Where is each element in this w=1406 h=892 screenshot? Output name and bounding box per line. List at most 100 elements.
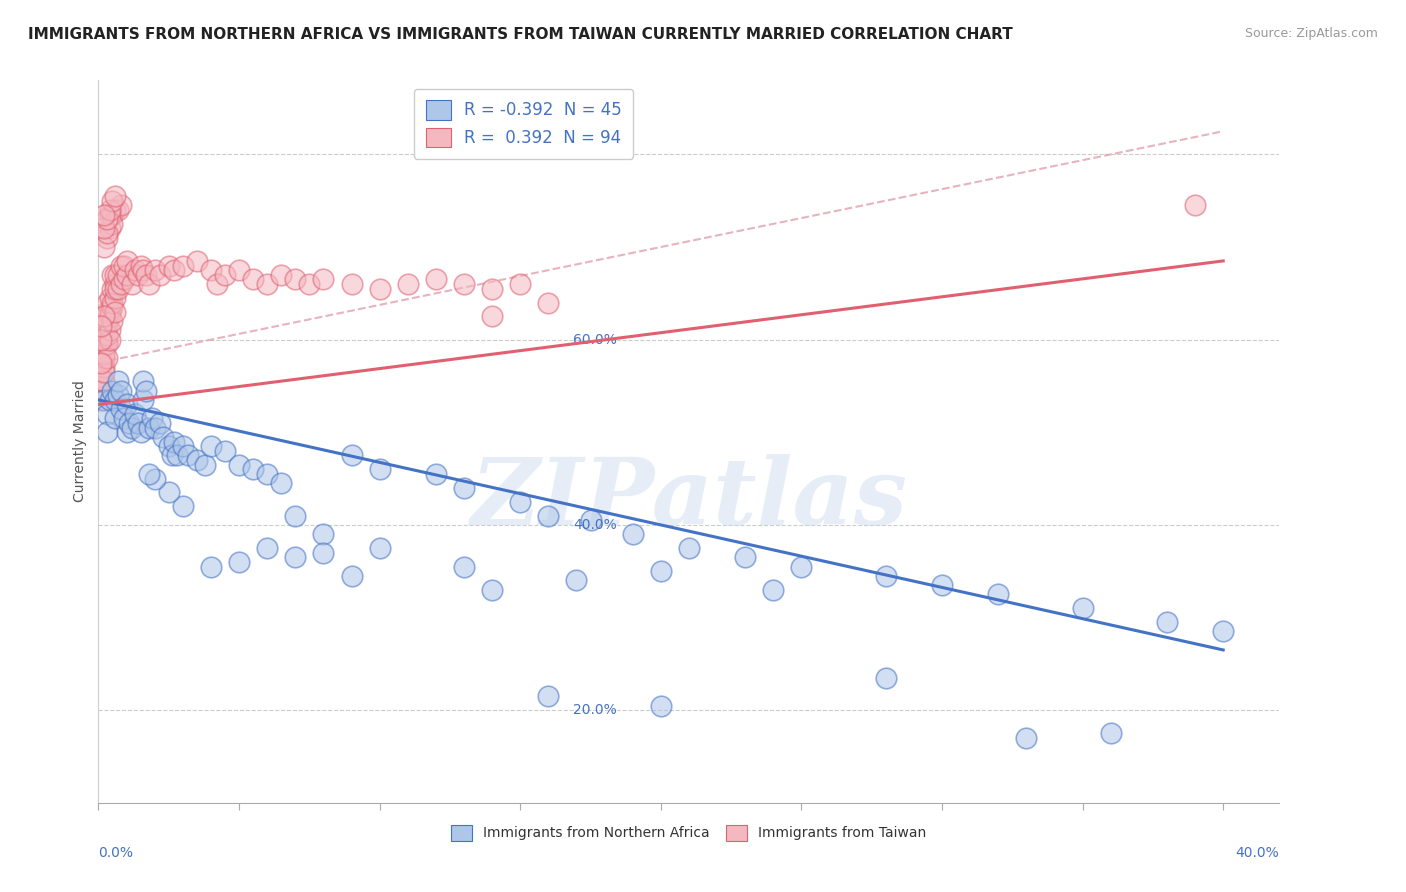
Point	[98, 208, 121, 222]
Point	[93, 351, 115, 366]
Text: 40.0%: 40.0%	[574, 518, 617, 532]
Point	[115, 253, 138, 268]
Point	[453, 481, 475, 495]
Point	[172, 439, 194, 453]
Point	[135, 384, 157, 398]
Point	[931, 578, 953, 592]
Point	[110, 402, 132, 417]
Point	[93, 333, 115, 347]
Point	[93, 360, 115, 375]
Point	[312, 272, 335, 286]
Point	[112, 272, 135, 286]
Point	[1015, 731, 1038, 745]
Point	[200, 263, 222, 277]
Point	[650, 698, 672, 713]
Point	[93, 346, 115, 360]
Point	[93, 221, 115, 235]
Point	[96, 318, 118, 333]
Text: Source: ZipAtlas.com: Source: ZipAtlas.com	[1244, 27, 1378, 40]
Point	[129, 425, 152, 440]
Point	[127, 416, 149, 430]
Point	[138, 467, 160, 481]
Point	[340, 569, 363, 583]
Point	[537, 690, 560, 704]
Point	[101, 194, 124, 208]
Point	[1099, 726, 1122, 740]
Point	[98, 310, 121, 324]
Point	[96, 407, 118, 421]
Point	[141, 411, 163, 425]
Point	[104, 189, 127, 203]
Point	[875, 671, 897, 685]
Point	[1184, 198, 1206, 212]
Point	[93, 365, 115, 379]
Point	[132, 375, 155, 389]
Point	[242, 462, 264, 476]
Point	[98, 202, 121, 217]
Point	[115, 397, 138, 411]
Point	[90, 369, 112, 384]
Point	[312, 546, 335, 560]
Point	[256, 541, 278, 555]
Point	[110, 259, 132, 273]
Point	[90, 384, 112, 398]
Point	[678, 541, 700, 555]
Point	[101, 268, 124, 282]
Point	[368, 541, 391, 555]
Point	[214, 268, 236, 282]
Point	[453, 277, 475, 291]
Point	[200, 439, 222, 453]
Point	[124, 407, 146, 421]
Point	[98, 305, 121, 319]
Point	[132, 392, 155, 407]
Point	[96, 314, 118, 328]
Point	[621, 527, 644, 541]
Point	[98, 323, 121, 337]
Point	[1071, 601, 1094, 615]
Text: 20.0%: 20.0%	[574, 703, 617, 717]
Point	[118, 416, 141, 430]
Point	[90, 356, 112, 370]
Point	[157, 439, 180, 453]
Point	[96, 226, 118, 240]
Point	[104, 282, 127, 296]
Point	[790, 559, 813, 574]
Point	[312, 527, 335, 541]
Point	[149, 416, 172, 430]
Point	[98, 221, 121, 235]
Point	[101, 314, 124, 328]
Point	[368, 282, 391, 296]
Point	[138, 277, 160, 291]
Point	[762, 582, 785, 597]
Point	[115, 268, 138, 282]
Point	[93, 208, 115, 222]
Point	[228, 263, 250, 277]
Point	[453, 559, 475, 574]
Point	[110, 384, 132, 398]
Point	[987, 587, 1010, 601]
Text: 60.0%: 60.0%	[574, 333, 617, 347]
Point	[96, 351, 118, 366]
Point	[93, 240, 115, 254]
Text: 80.0%: 80.0%	[574, 147, 617, 161]
Point	[509, 494, 531, 508]
Point	[90, 351, 112, 366]
Point	[481, 582, 503, 597]
Point	[340, 277, 363, 291]
Point	[368, 462, 391, 476]
Point	[1156, 615, 1178, 630]
Point	[242, 272, 264, 286]
Point	[96, 333, 118, 347]
Point	[115, 425, 138, 440]
Point	[284, 272, 307, 286]
Point	[104, 202, 127, 217]
Point	[101, 384, 124, 398]
Point	[96, 231, 118, 245]
Point	[93, 323, 115, 337]
Point	[396, 277, 419, 291]
Point	[143, 263, 166, 277]
Point	[256, 467, 278, 481]
Point	[101, 217, 124, 231]
Point	[481, 282, 503, 296]
Point	[98, 333, 121, 347]
